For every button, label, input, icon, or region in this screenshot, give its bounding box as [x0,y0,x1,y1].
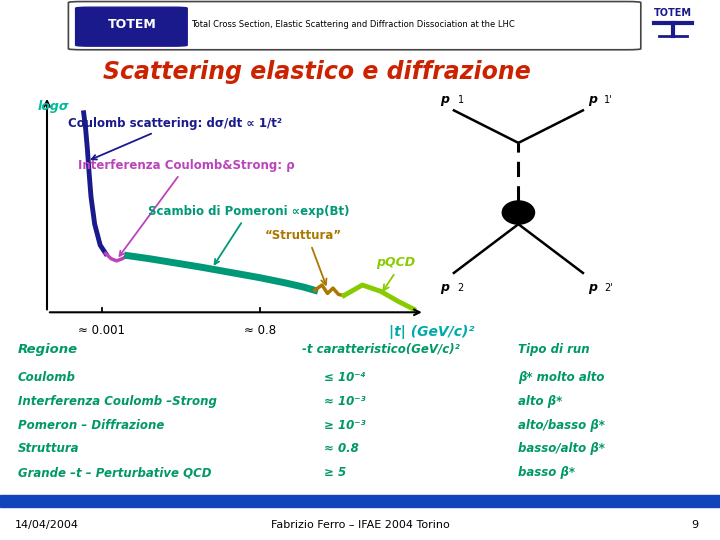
Text: ≥ 5: ≥ 5 [324,466,346,479]
Text: Pomeron – Diffrazione: Pomeron – Diffrazione [18,418,164,431]
Text: 1': 1' [604,96,613,105]
Text: alto/basso β*: alto/basso β* [518,418,606,431]
Text: 1: 1 [458,96,464,105]
Text: ≤ 10⁻⁴: ≤ 10⁻⁴ [324,371,366,384]
Text: 9: 9 [691,520,698,530]
Text: Scambio di Pomeroni ∝exp(Bt): Scambio di Pomeroni ∝exp(Bt) [148,205,349,264]
Text: 14/04/2004: 14/04/2004 [14,520,78,530]
Text: Grande –t – Perturbative QCD: Grande –t – Perturbative QCD [18,466,212,479]
FancyBboxPatch shape [76,7,187,46]
Text: 2': 2' [604,284,613,294]
Text: 2: 2 [458,284,464,294]
Text: Coulomb scattering: dσ/dt ∝ 1/t²: Coulomb scattering: dσ/dt ∝ 1/t² [68,117,282,159]
Text: ≈ 0.001: ≈ 0.001 [78,324,125,337]
FancyBboxPatch shape [68,2,641,50]
Text: Struttura: Struttura [18,442,79,455]
Text: β* molto alto: β* molto alto [518,371,605,384]
Text: Regione: Regione [18,343,78,356]
Text: p: p [588,281,597,294]
Text: Interferenza Coulomb&Strong: ρ: Interferenza Coulomb&Strong: ρ [78,159,294,256]
Text: CERN: CERN [21,12,42,18]
Text: pQCD: pQCD [376,256,415,269]
Text: “Struttura”: “Struttura” [265,229,342,242]
Text: Interferenza Coulomb –Strong: Interferenza Coulomb –Strong [18,395,217,408]
Text: p: p [440,93,449,106]
Text: Total Cross Section, Elastic Scattering and Diffraction Dissociation at the LHC: Total Cross Section, Elastic Scattering … [191,19,515,29]
Text: TOTEM: TOTEM [654,8,692,18]
Text: alto β*: alto β* [518,395,562,408]
Text: basso/alto β*: basso/alto β* [518,442,606,455]
Text: basso β*: basso β* [518,466,575,479]
Text: Fabrizio Ferro – IFAE 2004 Torino: Fabrizio Ferro – IFAE 2004 Torino [271,520,449,530]
Text: ≈ 10⁻³: ≈ 10⁻³ [324,395,366,408]
Text: Coulomb: Coulomb [18,371,76,384]
Text: logσ: logσ [38,100,69,113]
Text: -t caratteristico(GeV/c)²: -t caratteristico(GeV/c)² [302,343,460,356]
Text: p: p [588,93,597,106]
Text: Tipo di run: Tipo di run [518,343,590,356]
Text: ≈ 0.8: ≈ 0.8 [324,442,359,455]
Bar [0,495,720,507]
Ellipse shape [503,201,534,224]
Text: TOTEM: TOTEM [107,18,156,31]
Text: p: p [440,281,449,294]
Text: |t| (GeV/c)²: |t| (GeV/c)² [390,325,474,339]
Text: ≈ 0.8: ≈ 0.8 [243,324,276,337]
Text: Scattering elastico e diffrazione: Scattering elastico e diffrazione [103,59,531,84]
Text: ≥ 10⁻³: ≥ 10⁻³ [324,418,366,431]
